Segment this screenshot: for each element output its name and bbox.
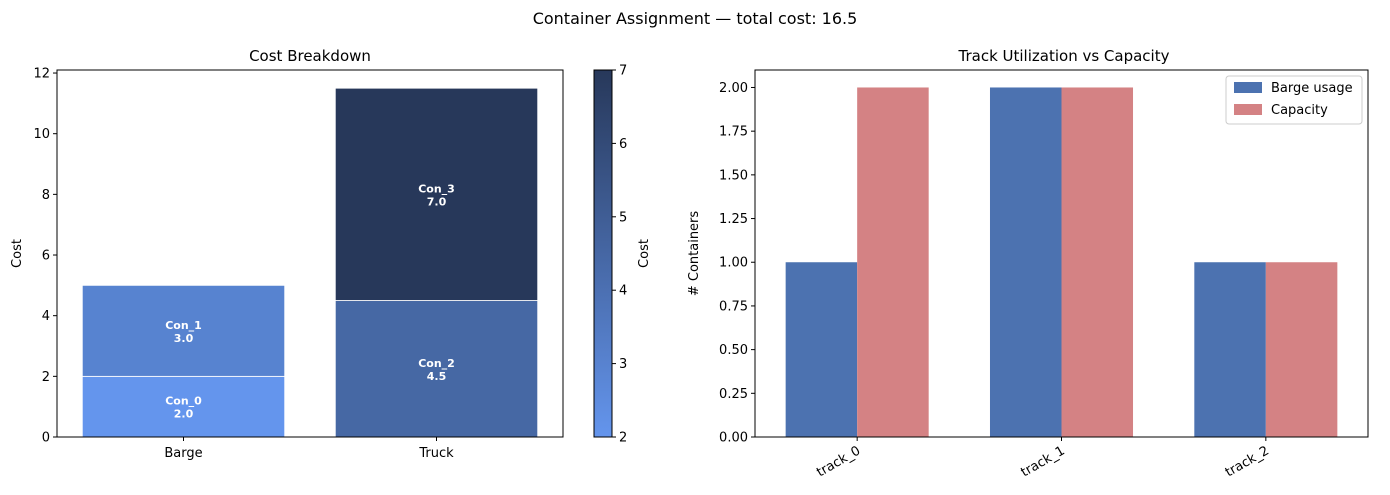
barge-usage-bar [989,87,1062,437]
colorbar-tick-label: 6 [619,137,627,152]
y-tick-label: 2.00 [719,81,748,96]
y-tick-label: 0.25 [719,387,748,402]
y-tick-label: 0 [42,431,50,446]
x-tick-label: track_1 [1019,443,1068,480]
barge-usage-bar [1194,262,1266,437]
capacity-bar [1265,262,1338,437]
colorbar-gradient [593,69,613,438]
segment-value-label: 2.0 [174,408,194,421]
colorbar-tick-label: 2 [619,431,627,446]
bar-segment-con-3 [334,87,539,301]
y-tick-label: 2 [42,370,50,385]
legend-swatch-capacity [1234,104,1262,115]
x-tick-label: track_2 [1223,443,1272,480]
y-tick-label: 1.25 [719,212,748,227]
barge-usage-bar [785,262,858,437]
segment-value-label: 7.0 [427,195,447,208]
segment-name-label: Con_0 [165,395,202,408]
colorbar-tick-label: 3 [619,357,627,372]
figure-suptitle: Container Assignment — total cost: 16.5 [533,9,858,28]
y-tick-label: 4 [42,309,50,324]
cost-bars [81,87,539,438]
right-chart-title: Track Utilization vs Capacity [958,47,1170,65]
y-tick-label: 0.50 [719,343,748,358]
left-chart-title: Cost Breakdown [249,47,371,65]
cost-breakdown-chart: Cost Breakdown Con_02.0 Con_13.0 Con_24.5 C… [10,47,564,461]
left-plot-frame [56,69,564,438]
bar-segment-con-1 [81,284,286,377]
x-tick-label: Barge [164,446,202,461]
y-tick-label: 0.00 [719,431,748,446]
legend-swatch-barge-usage [1234,82,1262,93]
colorbar-tick-label: 4 [619,284,627,299]
capacity-bar [1061,87,1134,437]
y-tick-label: 8 [42,188,50,203]
colorbar-label: Cost [637,239,652,268]
y-tick-label: 10 [33,127,50,142]
capacity-bar [857,87,929,437]
y-tick-label: 1.00 [719,256,748,271]
utilization-bars [785,87,1338,437]
segment-name-label: Con_3 [418,182,455,195]
segment-name-label: Con_1 [165,319,202,332]
segment-name-label: Con_2 [418,357,455,370]
y-tick-label: 1.50 [719,168,748,183]
track-utilization-chart: Track Utilization vs Capacity 0.00 0.25 0.… [687,47,1369,480]
y-tick-label: 0.75 [719,299,748,314]
segment-value-label: 4.5 [427,370,447,383]
x-tick-label: Truck [418,446,454,461]
right-y-axis-label: # Containers [687,211,702,297]
colorbar-tick-label: 7 [619,64,627,79]
bar-segment-con-0 [81,375,286,438]
left-y-axis-label: Cost [10,239,25,268]
segment-value-label: 3.0 [174,332,194,345]
colorbar-tick-label: 5 [619,210,627,225]
x-tick-label: track_0 [814,443,863,480]
y-tick-label: 1.75 [719,125,748,140]
legend-label-capacity: Capacity [1271,103,1328,118]
legend: Barge usage Capacity [1225,75,1363,125]
y-tick-label: 6 [42,249,50,264]
y-tick-label: 12 [33,67,50,82]
legend-label-barge-usage: Barge usage [1271,81,1353,96]
cost-colorbar: 2 3 4 5 6 7 Cost [593,64,652,446]
